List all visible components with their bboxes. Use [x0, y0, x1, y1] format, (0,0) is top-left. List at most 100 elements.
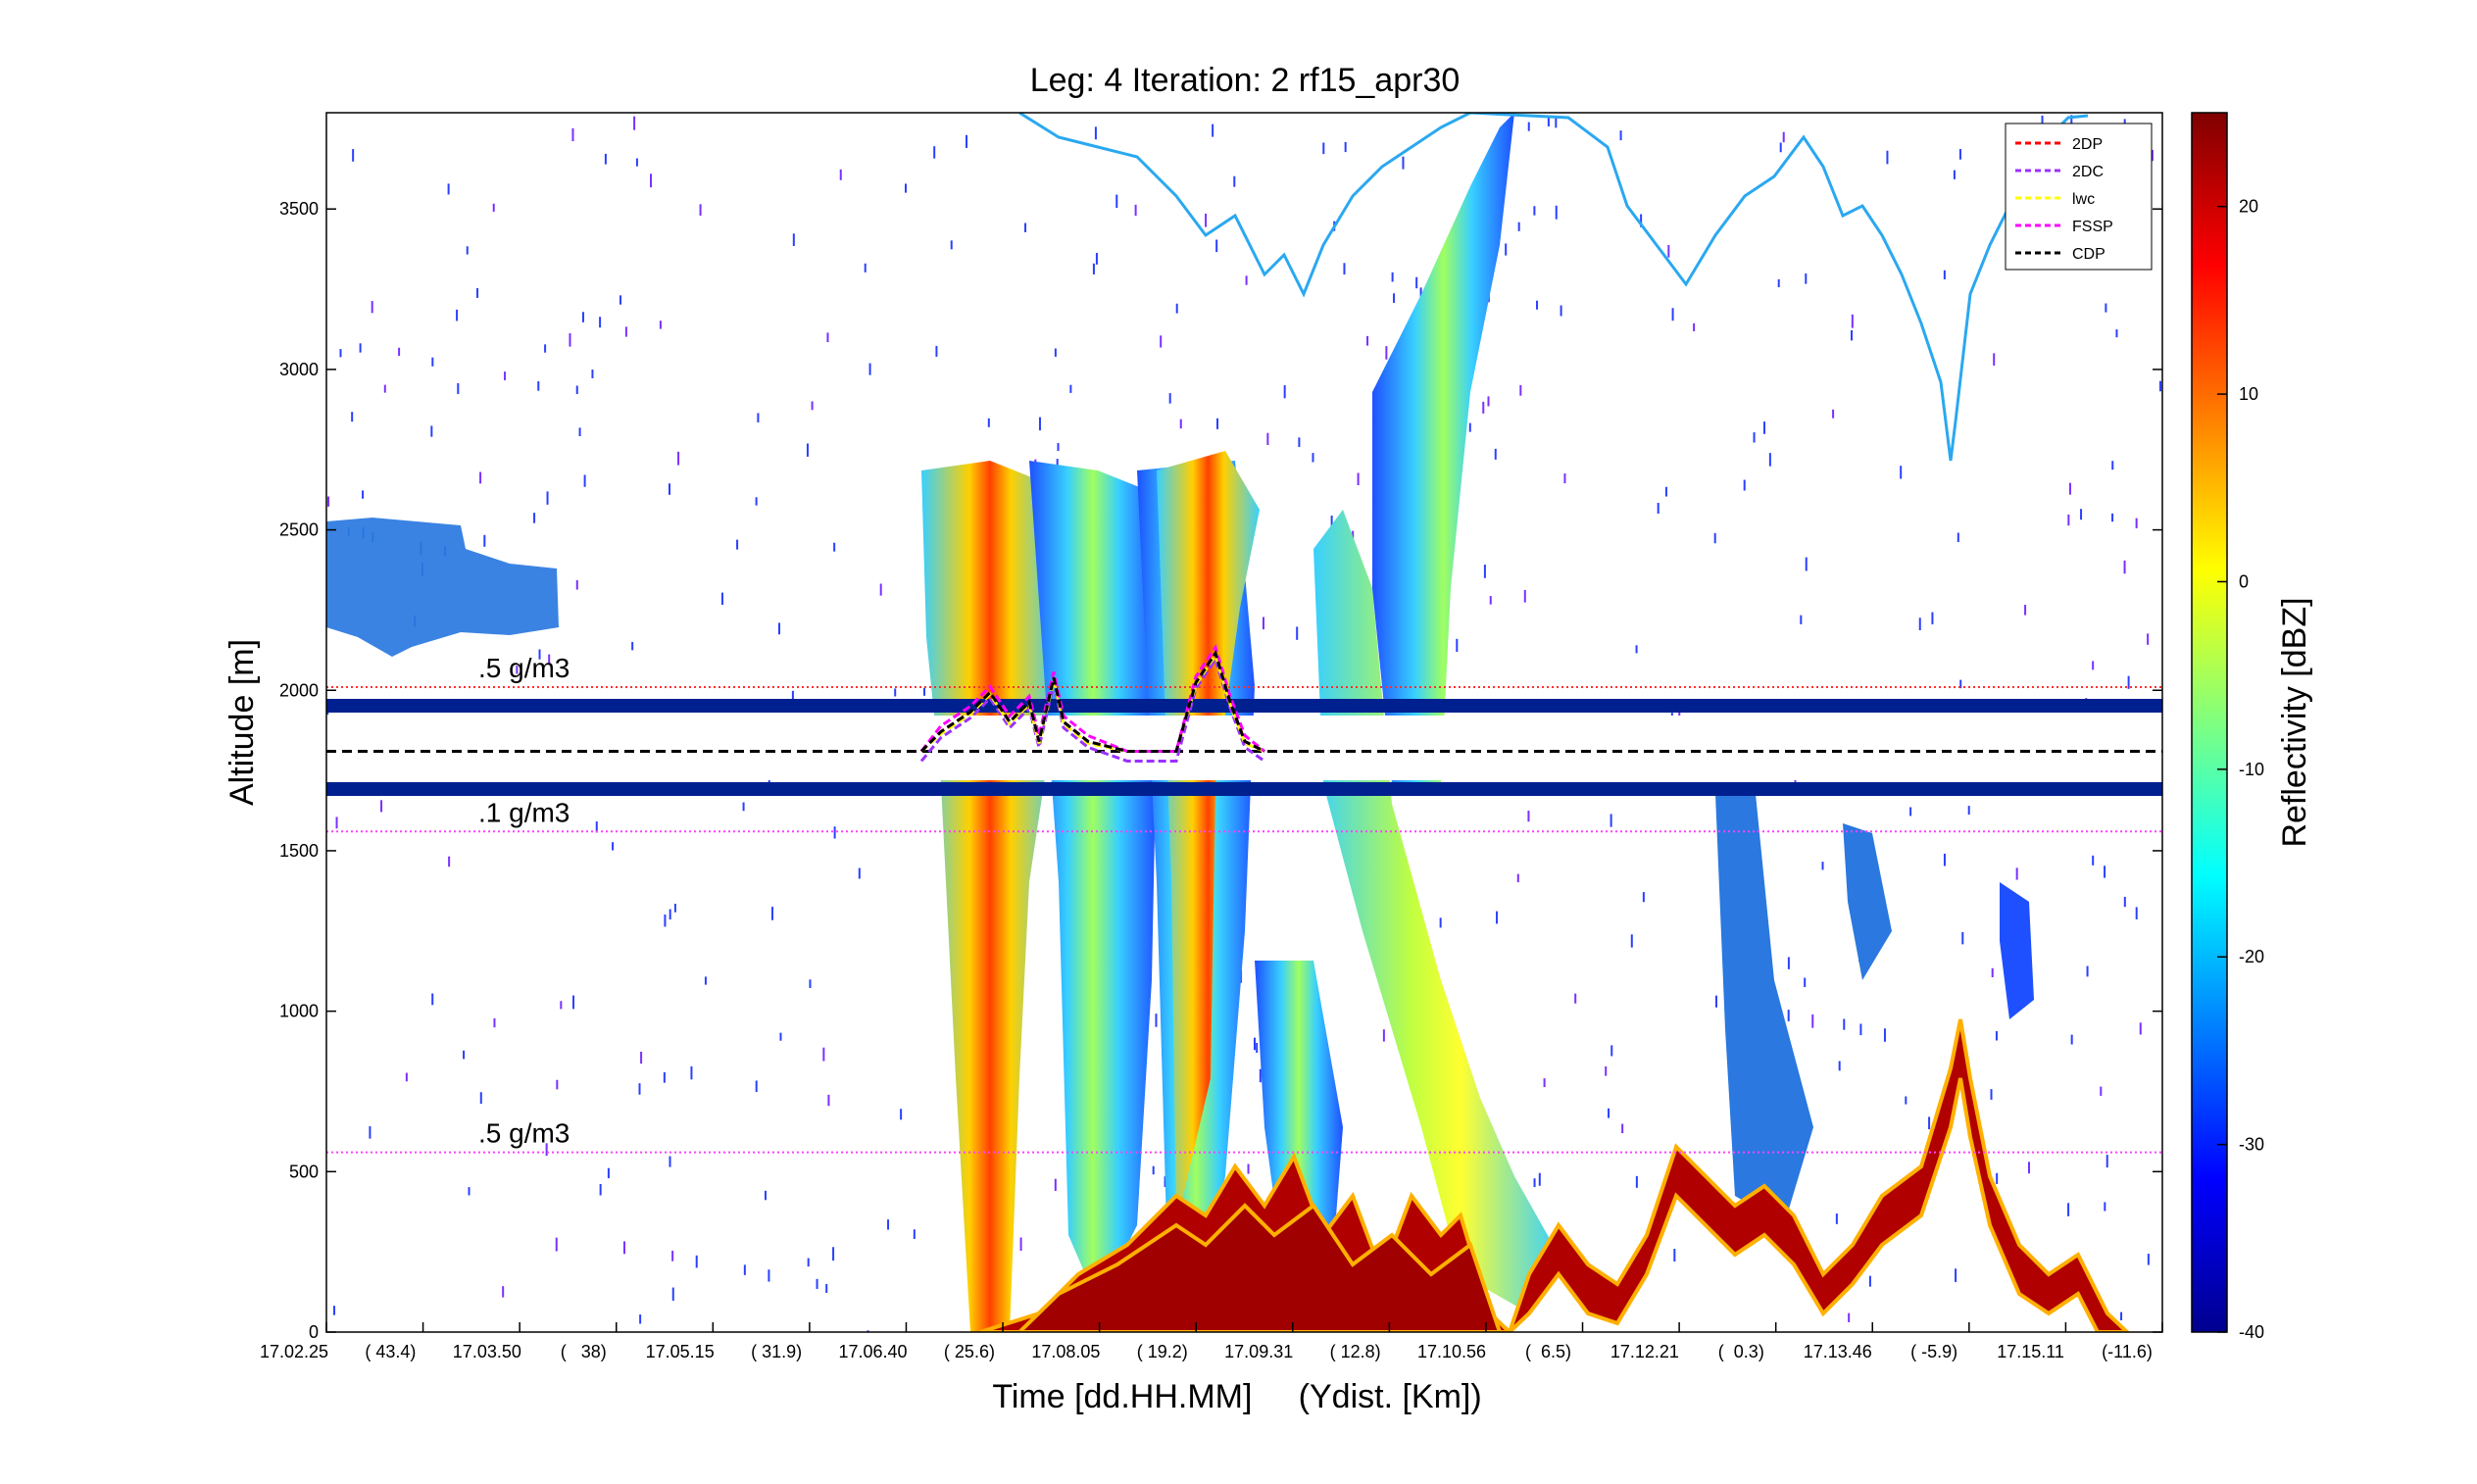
speckle	[1527, 122, 1530, 131]
speckle	[1357, 472, 1360, 485]
speckle	[352, 149, 355, 162]
speckle	[1608, 1108, 1610, 1118]
speckle	[923, 687, 926, 696]
speckle	[1630, 934, 1633, 948]
legend-label: CDP	[2072, 246, 2105, 263]
speckle	[1168, 393, 1171, 404]
speckle	[664, 915, 667, 927]
speckle	[371, 301, 373, 314]
speckle	[768, 1269, 770, 1282]
speckle	[1621, 1123, 1624, 1134]
echo-column-1	[921, 461, 1059, 1332]
plot-frame	[325, 112, 2163, 1333]
speckle	[1961, 931, 1964, 945]
x-tick-label: 17.06.40	[838, 1342, 907, 1361]
x-tick-label: 17.08.05	[1031, 1342, 1100, 1361]
speckle	[669, 1156, 671, 1167]
y-tick-label: 1000	[279, 1002, 319, 1021]
x-tick-label: ( -5.9)	[1910, 1342, 1957, 1361]
speckle	[1673, 1249, 1676, 1262]
speckle	[1155, 1014, 1158, 1027]
speckle	[1991, 967, 1994, 978]
speckle	[677, 451, 680, 466]
speckle	[538, 649, 541, 660]
speckle	[1366, 335, 1369, 346]
speckle	[1259, 1068, 1262, 1083]
speckle	[2092, 855, 2095, 866]
speckle	[868, 363, 871, 375]
speckle	[659, 321, 662, 329]
speckle	[619, 295, 622, 305]
x-tick-label: (-11.6)	[2102, 1342, 2153, 1361]
x-tick-label: ( 0.3)	[1718, 1342, 1764, 1361]
speckle	[1496, 911, 1499, 924]
speckle	[1928, 1116, 1931, 1130]
speckle	[1253, 1037, 1256, 1051]
speckle	[743, 1264, 746, 1275]
speckle	[1835, 1213, 1838, 1224]
speckle	[1931, 612, 1934, 624]
speckle	[575, 579, 578, 590]
speckle	[575, 385, 578, 395]
speckle	[1538, 1172, 1541, 1186]
colorbar-label: Reflectivity [dBZ]	[2276, 597, 2313, 847]
speckle	[359, 343, 362, 353]
speckle	[935, 345, 938, 357]
speckle	[569, 333, 571, 347]
speckle	[560, 1001, 563, 1010]
speckle	[1069, 384, 1072, 393]
speckle	[827, 1094, 830, 1107]
y-tick-label: 2500	[279, 520, 319, 540]
speckle	[1094, 126, 1097, 140]
speckle	[1505, 243, 1508, 256]
speckle	[1215, 239, 1218, 253]
speckle	[816, 1278, 818, 1289]
speckle	[1957, 532, 1959, 542]
speckle	[1574, 993, 1577, 1004]
speckle	[690, 1065, 693, 1080]
speckle	[950, 240, 953, 250]
echo-lower-right-1	[1715, 784, 1813, 1225]
speckle	[604, 153, 607, 165]
speckle	[1743, 479, 1746, 491]
speckle	[933, 146, 936, 159]
speckle	[1955, 1268, 1957, 1282]
speckle	[671, 1251, 674, 1261]
speckle	[463, 1050, 466, 1060]
speckle	[1943, 270, 1946, 279]
speckle	[2068, 482, 2071, 495]
speckle	[2041, 115, 2044, 125]
speckle	[2111, 461, 2114, 470]
speckle	[447, 183, 450, 195]
speckle	[1393, 293, 1396, 303]
speckle	[351, 412, 354, 422]
speckle	[383, 384, 386, 393]
speckle	[556, 1079, 559, 1090]
radar-band-lower	[326, 782, 2162, 796]
speckle	[1953, 170, 1956, 179]
speckle	[1821, 862, 1824, 870]
speckle	[807, 1258, 810, 1267]
speckle	[457, 382, 460, 394]
speckle	[1322, 142, 1325, 155]
speckle	[591, 370, 594, 378]
speckle	[572, 995, 575, 1010]
legend-label: FSSP	[2072, 219, 2113, 235]
colorbar-tick-label: -30	[2239, 1135, 2264, 1155]
x-tick-label: 17.15.11	[1997, 1342, 2064, 1361]
speckle	[1800, 615, 1803, 624]
speckle	[833, 542, 836, 552]
speckle	[537, 381, 540, 391]
y-tick-label: 1500	[279, 841, 319, 861]
speckle	[768, 775, 770, 787]
speckle	[2070, 115, 2073, 125]
speckle	[2127, 675, 2130, 689]
speckle	[1489, 596, 1492, 605]
speckle	[1483, 565, 1486, 578]
speckle	[1456, 638, 1459, 652]
colorbar-tick-label: -20	[2239, 947, 2264, 966]
speckle	[1415, 276, 1418, 289]
speckle	[811, 401, 814, 411]
legend-label: 2DC	[2072, 164, 2104, 180]
x-tick-label: 17.10.56	[1417, 1342, 1486, 1361]
